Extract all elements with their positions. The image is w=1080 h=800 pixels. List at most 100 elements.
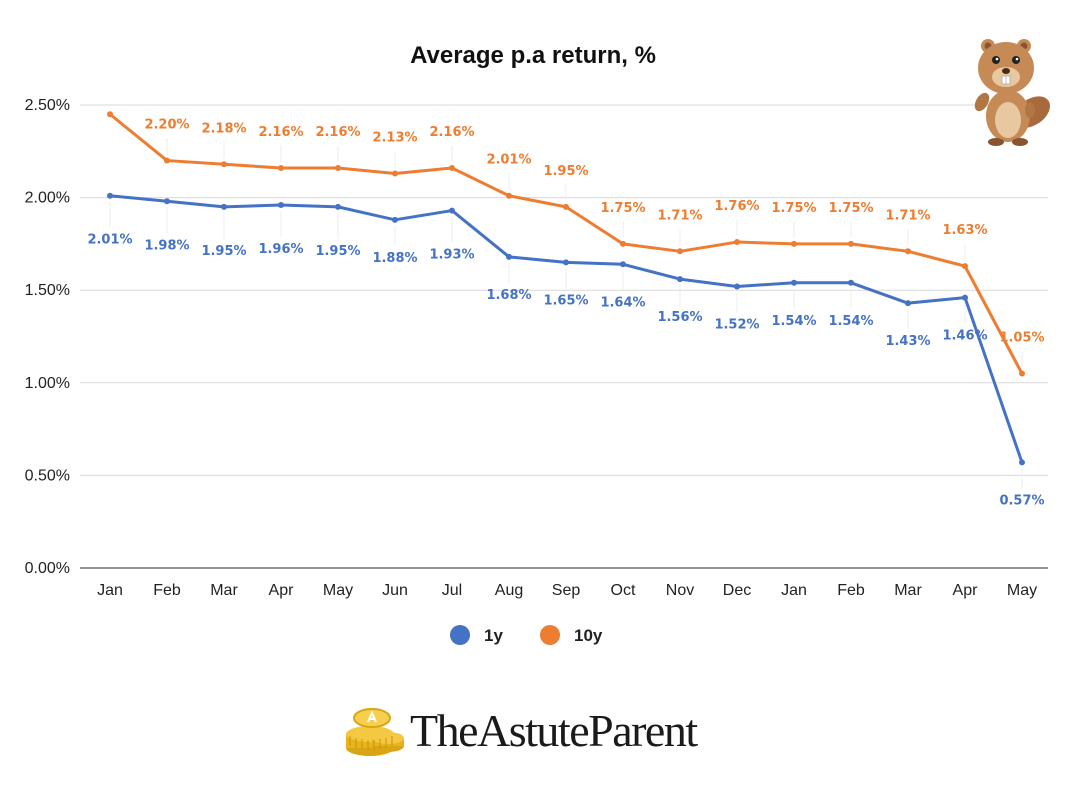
data-point-10y <box>962 263 968 270</box>
data-label-1y: 1.68% <box>486 288 531 303</box>
data-label-10y: 1.75% <box>828 201 873 216</box>
x-tick-label: Jan <box>781 582 807 599</box>
data-point-1y <box>392 216 398 223</box>
x-tick-label: May <box>323 582 353 599</box>
data-label-10y: 1.05% <box>999 331 1044 346</box>
chart-title: Average p.a return, % <box>410 42 656 69</box>
data-point-1y <box>506 253 512 260</box>
data-label-10y: 1.75% <box>771 201 816 216</box>
data-label-1y: 1.56% <box>657 310 702 325</box>
y-tick-label: 2.50% <box>25 97 70 114</box>
data-label-10y: 1.71% <box>885 208 930 223</box>
data-point-10y <box>677 248 683 255</box>
data-point-1y <box>1019 459 1025 466</box>
x-tick-label: Apr <box>269 582 295 599</box>
data-label-1y: 1.54% <box>771 314 816 329</box>
data-label-10y: 1.76% <box>714 199 759 214</box>
x-tick-label: Feb <box>837 582 865 599</box>
data-label-1y: 1.52% <box>714 317 759 332</box>
data-point-10y <box>848 240 854 247</box>
x-tick-label: Mar <box>894 582 922 599</box>
data-label-1y: 1.65% <box>543 293 588 308</box>
beaver-mascot-icon <box>974 39 1051 146</box>
data-point-1y <box>734 283 740 290</box>
data-point-10y <box>1019 370 1025 377</box>
data-label-10y: 1.71% <box>657 208 702 223</box>
data-point-1y <box>677 276 683 283</box>
data-point-1y <box>449 207 455 214</box>
x-tick-label: Sep <box>552 582 581 599</box>
data-point-1y <box>620 261 626 268</box>
data-point-1y <box>848 279 854 286</box>
data-point-1y <box>563 259 569 266</box>
data-label-1y: 1.98% <box>144 238 189 253</box>
data-label-1y: 1.95% <box>315 244 360 259</box>
x-tick-label: Mar <box>210 582 238 599</box>
data-point-1y <box>962 294 968 301</box>
data-label-10y: 2.01% <box>486 153 531 168</box>
data-point-10y <box>449 164 455 171</box>
x-tick-label: Oct <box>611 582 636 599</box>
x-axis-ticks: Jan Feb Mar Apr May Jun Jul Aug Sep Oct Nov Dec Jan F… <box>97 582 1037 599</box>
x-tick-label: Jun <box>382 582 408 599</box>
series-line-1y <box>109 194 1024 463</box>
data-point-1y <box>905 300 911 307</box>
data-point-10y <box>278 164 284 171</box>
y-tick-label: 2.00% <box>25 190 70 207</box>
y-axis-ticks: 0.00% 0.50% 1.00% 1.50% 2.00% 2.50% <box>25 97 70 577</box>
data-label-1y: 2.01% <box>87 233 132 248</box>
brand-name: TheAstuteParent <box>410 705 698 756</box>
data-label-1y: 1.54% <box>828 314 873 329</box>
legend-label-1y: 1y <box>484 626 503 645</box>
data-point-1y <box>791 279 797 286</box>
data-point-1y <box>164 198 170 205</box>
y-tick-label: 1.00% <box>25 375 70 392</box>
data-point-1y <box>278 202 284 209</box>
data-point-10y <box>335 164 341 171</box>
data-label-1y: 1.46% <box>942 329 987 344</box>
y-tick-label: 0.50% <box>25 467 70 484</box>
coin-stack-icon <box>346 708 404 756</box>
data-label-10y: 1.63% <box>942 223 987 238</box>
data-label-10y: 2.16% <box>258 125 303 140</box>
data-label-10y: 2.13% <box>372 131 417 146</box>
data-point-10y <box>107 111 113 118</box>
data-label-1y: 1.43% <box>885 334 930 349</box>
brand-footer: TheAstuteParent <box>0 702 1080 762</box>
data-label-10y: 2.20% <box>144 118 189 133</box>
data-label-1y: 0.57% <box>999 493 1044 508</box>
data-label-10y: 2.16% <box>315 125 360 140</box>
data-point-10y <box>563 203 569 210</box>
data-point-1y <box>335 203 341 210</box>
data-point-10y <box>221 161 227 168</box>
data-point-10y <box>620 240 626 247</box>
y-tick-label: 0.00% <box>25 560 70 577</box>
data-label-1y: 1.95% <box>201 244 246 259</box>
y-tick-label: 1.50% <box>25 282 70 299</box>
data-point-1y <box>107 192 113 199</box>
x-tick-label: Feb <box>153 582 181 599</box>
data-label-1y: 1.64% <box>600 295 645 310</box>
data-label-10y: 2.18% <box>201 121 246 136</box>
data-labels: 2.01% 1.98% 1.95% 1.96% 1.95% 1.88% 1.93% 1.68%… <box>87 118 1044 509</box>
x-tick-label: Jan <box>97 582 123 599</box>
data-point-10y <box>791 240 797 247</box>
series-layer <box>107 111 1025 489</box>
legend: 1y 10y <box>450 625 603 645</box>
grid-lines <box>80 104 1048 569</box>
x-tick-label: Dec <box>723 582 751 599</box>
data-label-10y: 1.75% <box>600 201 645 216</box>
x-tick-label: May <box>1007 582 1037 599</box>
data-point-1y <box>221 203 227 210</box>
x-tick-label: Jul <box>442 582 462 599</box>
data-point-10y <box>164 157 170 164</box>
data-point-10y <box>734 239 740 246</box>
data-label-10y: 1.95% <box>543 164 588 179</box>
x-tick-label: Nov <box>666 582 694 599</box>
legend-marker-1y <box>450 625 470 645</box>
data-label-10y: 2.16% <box>429 125 474 140</box>
data-label-1y: 1.93% <box>429 248 474 263</box>
x-tick-label: Apr <box>953 582 979 599</box>
data-label-1y: 1.96% <box>258 242 303 257</box>
